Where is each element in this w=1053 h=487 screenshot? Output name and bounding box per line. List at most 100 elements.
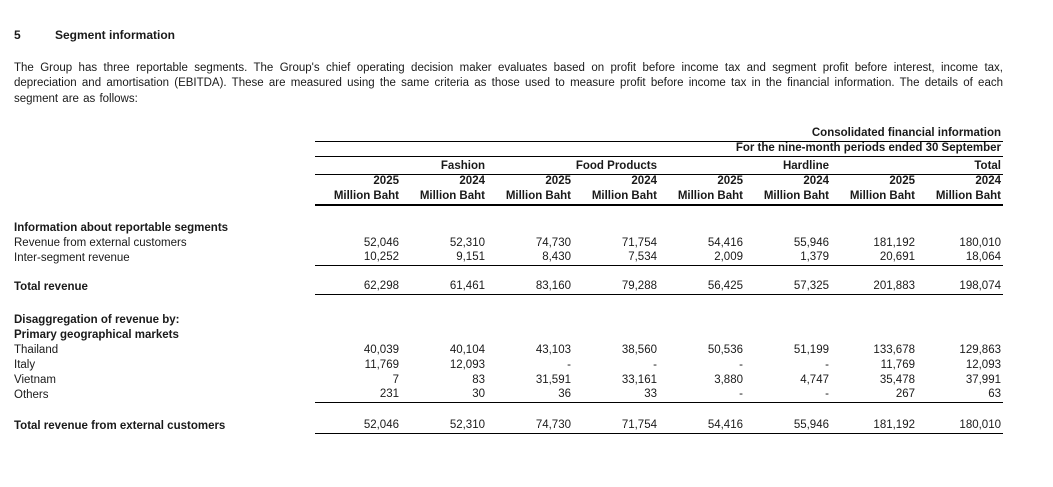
unit-header: Million Baht (659, 188, 745, 206)
value-cell: 181,192 (831, 416, 917, 434)
value-cell: 83,160 (487, 279, 573, 295)
value-cell: 37,991 (965, 373, 1001, 386)
value-cell: 181,192 (873, 236, 915, 249)
value-cell: 51,199 (793, 343, 829, 356)
table-row: Total revenue from external customers 52,… (14, 416, 1003, 434)
value-cell (315, 313, 401, 328)
year-header: 2024 (975, 174, 1001, 187)
segment-table-body: Information about reportable segments Rev… (14, 205, 1003, 434)
unit-header: Million Baht (831, 188, 917, 206)
value-cell (401, 328, 487, 343)
value-cell (917, 221, 1003, 236)
value-cell (573, 221, 659, 236)
value-cell: 54,416 (659, 416, 745, 434)
value-cell: - (653, 358, 657, 371)
section-heading: 5 Segment information (14, 28, 175, 42)
value-cell: 7,534 (573, 250, 659, 266)
section-number: 5 (14, 28, 21, 42)
intro-paragraph: The Group has three reportable segments.… (14, 62, 1003, 105)
value-cell: 71,754 (573, 416, 659, 434)
value-cell: 52,046 (315, 416, 401, 434)
value-cell: 55,946 (793, 236, 829, 249)
row-label: Revenue from external customers (14, 236, 187, 249)
unit-header: Million Baht (401, 188, 487, 206)
value-cell (745, 313, 831, 328)
spacer-row (14, 295, 1003, 313)
row-label: Thailand (14, 343, 59, 356)
value-cell (315, 328, 401, 343)
group-header-hardline: Hardline (659, 156, 831, 175)
table-row: Primary geographical markets (14, 328, 1003, 343)
value-cell: 11,769 (364, 358, 399, 371)
value-cell: 20,691 (831, 250, 917, 266)
value-cell: 57,325 (745, 279, 831, 295)
value-cell: 180,010 (917, 416, 1003, 434)
value-cell (659, 328, 745, 343)
unit-header: Million Baht (573, 188, 659, 206)
value-cell: 33,161 (621, 373, 657, 386)
value-cell: 198,074 (917, 279, 1003, 295)
value-cell: 40,039 (363, 343, 399, 356)
value-cell: 133,678 (873, 343, 915, 356)
row-label: Information about reportable segments (14, 221, 229, 234)
row-label: Others (14, 388, 49, 401)
row-label: Total revenue from external customers (14, 419, 226, 432)
table-row: Information about reportable segments (14, 221, 1003, 236)
value-cell (745, 328, 831, 343)
segment-table: Consolidated financial information For t… (14, 123, 1003, 434)
value-cell (917, 313, 1003, 328)
unit-header: Million Baht (745, 188, 831, 206)
header-row-units: Million Baht Million Baht Million Baht M… (14, 188, 1003, 206)
header-spacer-cell (14, 141, 315, 156)
value-cell: 63 (917, 387, 1003, 403)
group-header-fashion: Fashion (315, 156, 487, 175)
value-cell (659, 221, 745, 236)
group-header-total: Total (831, 156, 1003, 175)
value-cell: 79,288 (573, 279, 659, 295)
value-cell: - (825, 358, 829, 371)
header-spacer-cell (14, 123, 315, 141)
unit-header: Million Baht (917, 188, 1003, 206)
table-row: Disaggregation of revenue by: (14, 313, 1003, 328)
value-cell: 9,151 (401, 250, 487, 266)
year-header: 2025 (373, 174, 399, 187)
value-cell: 8,430 (487, 250, 573, 266)
consolidated-header: Consolidated financial information (315, 123, 1003, 142)
value-cell: 40,104 (449, 343, 485, 356)
value-cell: 38,560 (621, 343, 657, 356)
value-cell (745, 221, 831, 236)
spacer-row (14, 266, 1003, 280)
value-cell: 50,536 (707, 343, 743, 356)
header-row-consolidated: Consolidated financial information (14, 123, 1003, 142)
value-cell: - (659, 387, 745, 403)
table-row: Vietnam 7 83 31,591 33,161 3,880 4,747 35,478 37… (14, 373, 1003, 388)
value-cell: 56,425 (659, 279, 745, 295)
table-row: Others 231 30 36 33- -267 63 (14, 387, 1003, 403)
value-cell: 129,863 (959, 343, 1001, 356)
table-row: Inter-segment revenue 10,252 9,151 8,430 7,5… (14, 250, 1003, 266)
value-cell: 43,103 (535, 343, 571, 356)
value-cell (315, 221, 401, 236)
value-cell: 12,093 (965, 358, 1001, 371)
header-spacer-cell (14, 156, 315, 174)
header-row-period: For the nine-month periods ended 30 Sept… (14, 141, 1003, 157)
table-row: Italy 11,769 12,093 - - - - 11,769 12,093 (14, 358, 1003, 373)
row-label: Vietnam (14, 373, 56, 386)
value-cell (487, 313, 573, 328)
unit-header: Million Baht (315, 188, 401, 206)
value-cell: 231 (315, 387, 401, 403)
value-cell: 12,093 (449, 358, 485, 371)
value-cell (917, 328, 1003, 343)
value-cell (573, 328, 659, 343)
value-cell: 52,046 (363, 236, 399, 249)
value-cell: 18,064 (917, 250, 1003, 266)
spacer-row (14, 403, 1003, 417)
unit-header: Million Baht (487, 188, 573, 206)
value-cell (401, 313, 487, 328)
value-cell: 74,730 (487, 416, 573, 434)
value-cell: 201,883 (831, 279, 917, 295)
header-spacer-cell (14, 174, 315, 189)
value-cell: 10,252 (315, 250, 401, 266)
value-cell: 7 (392, 373, 399, 386)
